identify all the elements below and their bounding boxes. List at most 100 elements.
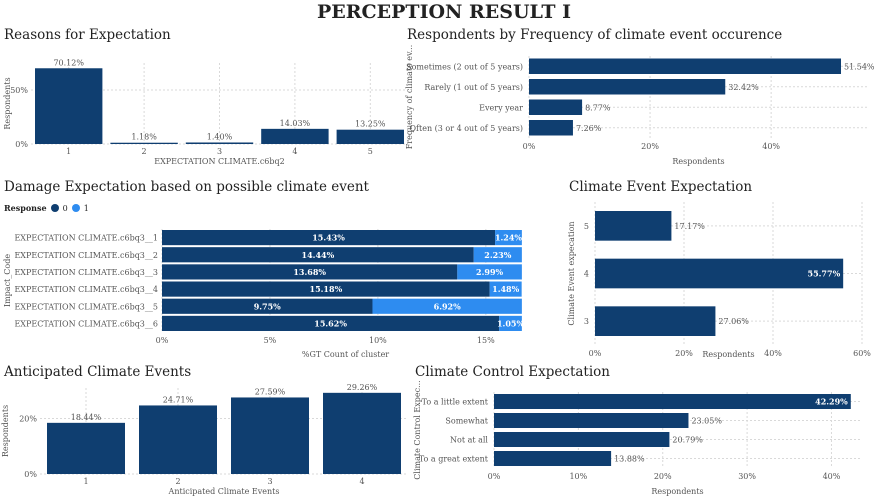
frequency-bar	[529, 99, 583, 115]
damage-title: Damage Expectation based on possible cli…	[4, 179, 369, 195]
control-y-tick-label: Somewhat	[445, 417, 488, 426]
frequency-bar	[529, 79, 726, 95]
frequency-bar	[529, 58, 842, 74]
frequency-y-tick-label: Sometimes (2 out of 5 years)	[406, 62, 523, 71]
reasons-bar	[110, 142, 178, 144]
damage-data-label: 1.48%	[492, 284, 519, 294]
damage-x-tick-label: 15%	[477, 336, 495, 345]
damage-data-label: 1.05%	[497, 318, 524, 328]
anticipated-data-label: 24.71%	[163, 395, 194, 404]
climate_event-x-tick-label: 0%	[589, 349, 602, 358]
climate_event-data-label: 17.17%	[674, 222, 705, 231]
reasons-y-axis-title: Respondents	[3, 77, 12, 129]
anticipated-x-tick-label: 2	[175, 477, 180, 486]
control-x-tick-label: 20%	[654, 472, 672, 481]
climate_event-x-tick-label: 20%	[675, 349, 693, 358]
reasons-bar	[261, 128, 329, 144]
anticipated-title: Anticipated Climate Events	[4, 364, 192, 380]
legend-swatch-1	[71, 204, 80, 212]
control-bar	[494, 413, 689, 428]
anticipated-x-tick-label: 1	[83, 477, 88, 486]
reasons-data-label: 1.18%	[131, 133, 157, 142]
damage-bar-series-1	[372, 298, 522, 314]
legend-swatch-0	[50, 204, 59, 212]
control-data-label: 42.29%	[815, 397, 848, 407]
damage-x-tick-label: 5%	[264, 336, 277, 345]
anticipated-y-tick-label: 0%	[24, 470, 37, 479]
climate_event-x-axis-title: Respondents	[702, 350, 754, 359]
damage-bar-series-1	[457, 264, 522, 280]
control-x-axis-title: Respondents	[651, 487, 703, 496]
damage-data-label: 14.44%	[302, 250, 335, 260]
frequency-title: Respondents by Frequency of climate even…	[407, 27, 783, 43]
damage-y-axis-title: Impact_Code	[3, 254, 12, 307]
anticipated-x-tick-label: 3	[267, 477, 272, 486]
control-title: Climate Control Expectation	[415, 364, 610, 380]
control-bar	[494, 432, 670, 447]
damage-bar-series-1	[495, 230, 522, 246]
anticipated-x-axis-title: Anticipated Climate Events	[168, 487, 280, 496]
damage-bar-series-0	[162, 230, 496, 246]
climate_event-y-tick-label: 4	[584, 270, 589, 279]
reasons-x-tick-label: 3	[217, 147, 222, 156]
control-data-label: 13.88%	[614, 455, 645, 464]
damage-data-label: 15.18%	[310, 284, 343, 294]
anticipated-y-axis-title: Respondents	[1, 405, 10, 457]
damage-y-tick-label: EXPECTATION CLIMATE.c6bq3__2	[14, 251, 158, 260]
reasons-title: Reasons for Expectation	[4, 27, 171, 43]
control-data-label: 20.79%	[672, 436, 703, 445]
reasons-data-label: 13.25%	[355, 120, 386, 129]
climate_event-bar	[595, 258, 844, 289]
damage-y-tick-label: EXPECTATION CLIMATE.c6bq3__6	[14, 319, 158, 328]
control-y-tick-label: Not at all	[450, 436, 488, 445]
frequency-y-tick-label: Every year	[479, 103, 523, 112]
damage-y-tick-label: EXPECTATION CLIMATE.c6bq3__1	[14, 234, 158, 243]
frequency-x-axis-title: Respondents	[672, 157, 724, 166]
reasons-bar	[336, 129, 404, 144]
reasons-data-label: 1.40%	[207, 132, 233, 141]
legend-label-1: 1	[83, 203, 89, 213]
control-x-tick-label: 0%	[488, 472, 501, 481]
control-data-label: 23.05%	[691, 417, 722, 426]
climate_event-bar	[595, 306, 716, 336]
damage-y-tick-label: EXPECTATION CLIMATE.c6bq3__4	[14, 285, 158, 294]
control-bar	[494, 451, 612, 466]
climate_event-bar	[595, 211, 672, 241]
reasons-y-tick-label: 0%	[15, 140, 28, 149]
control-y-tick-label: To a little extent	[422, 398, 489, 407]
damage-data-label: 15.62%	[314, 318, 347, 328]
reasons-x-tick-label: 2	[142, 147, 147, 156]
anticipated-x-tick-label: 4	[359, 477, 364, 486]
frequency-data-label: 51.54%	[844, 62, 875, 71]
damage-data-label: 2.99%	[476, 267, 503, 277]
climate_event-y-tick-label: 3	[584, 317, 589, 326]
damage-x-tick-label: 10%	[369, 336, 387, 345]
damage-data-label: 1.24%	[495, 233, 522, 243]
climate-event-title: Climate Event Expectation	[569, 179, 753, 195]
frequency-x-tick-label: 0%	[523, 142, 536, 151]
control-x-tick-label: 40%	[823, 472, 841, 481]
damage-bar-series-0	[162, 298, 373, 314]
anticipated-bar	[323, 392, 401, 474]
frequency-data-label: 8.77%	[585, 103, 611, 112]
damage-bar-series-0	[162, 264, 458, 280]
climate_event-x-tick-label: 40%	[764, 349, 782, 358]
reasons-bar	[185, 142, 254, 144]
reasons-bar	[35, 68, 103, 144]
anticipated-bar	[231, 397, 309, 474]
page-title: PERCEPTION RESULT I	[316, 1, 572, 23]
anticipated-bar	[47, 422, 125, 474]
damage-data-label: 6.92%	[434, 301, 461, 311]
reasons-x-axis-title: EXPECTATION CLIMATE.c6bq2	[154, 157, 284, 166]
frequency-data-label: 32.42%	[728, 83, 759, 92]
climate_event-data-label: 55.77%	[808, 269, 841, 279]
frequency-x-tick-label: 20%	[641, 142, 659, 151]
control-x-tick-label: 30%	[738, 472, 756, 481]
anticipated-data-label: 27.59%	[255, 387, 286, 396]
reasons-x-tick-label: 4	[292, 147, 297, 156]
anticipated-bar	[139, 405, 217, 474]
climate_event-x-tick-label: 60%	[853, 349, 871, 358]
frequency-x-tick-label: 40%	[762, 142, 780, 151]
damage-data-label: 13.68%	[293, 267, 326, 277]
